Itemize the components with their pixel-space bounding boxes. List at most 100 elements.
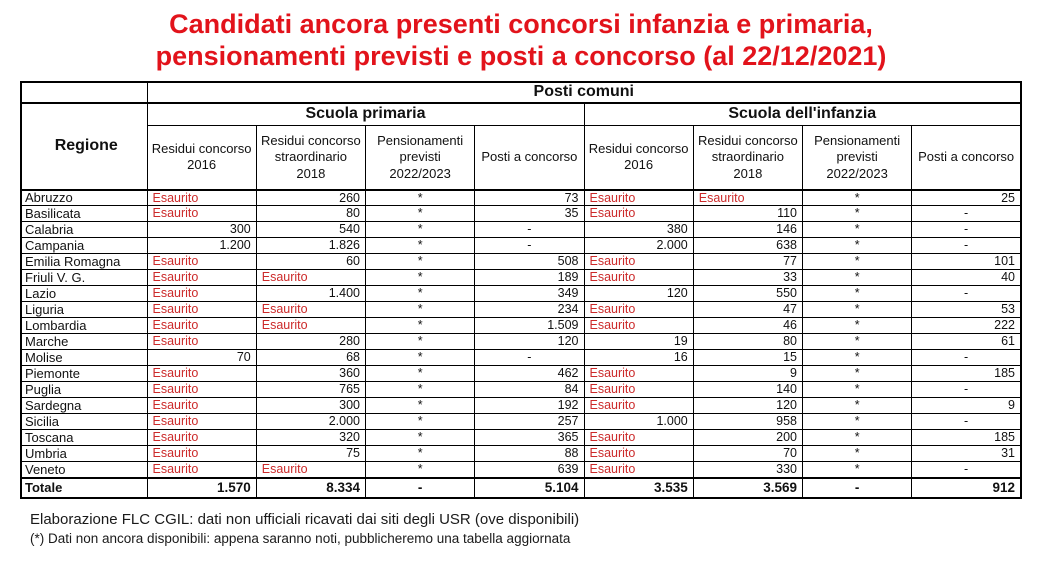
cell: 192	[474, 397, 585, 415]
cell: Esaurito	[146, 301, 257, 319]
table-body: Abruzzo Esaurito 260 * 73 Esaurito Esaurito * 25…	[20, 189, 1022, 479]
totale-cell: 3.569	[692, 476, 804, 499]
school-group-row: Regione Scuola primaria Scuola dell'infa…	[20, 102, 1022, 191]
empty-corner-cell	[20, 81, 148, 104]
cell: *	[801, 269, 913, 287]
region-cell: Piemonte	[20, 365, 148, 383]
cell: 1.200	[146, 237, 257, 255]
cell: Esaurito	[146, 445, 257, 463]
cell: -	[474, 221, 585, 239]
region-cell: Friuli V. G.	[20, 269, 148, 287]
cell: *	[801, 429, 913, 447]
cell: Esaurito	[255, 301, 367, 319]
region-cell: Sardegna	[20, 397, 148, 415]
scuola-infanzia-header: Scuola dell'infanzia	[583, 102, 1022, 127]
scuola-primaria-header: Scuola primaria	[146, 102, 585, 127]
cell: *	[364, 237, 476, 255]
region-cell: Umbria	[20, 445, 148, 463]
cell: Esaurito	[146, 189, 257, 207]
col-primaria-posti-a-concorso: Posti a concorso	[474, 125, 585, 191]
cell: Esaurito	[255, 461, 367, 479]
cell: 189	[474, 269, 585, 287]
cell: 70	[692, 445, 804, 463]
cell: 765	[255, 381, 367, 399]
totale-cell: 5.104	[474, 476, 585, 499]
cell: Esaurito	[583, 397, 694, 415]
region-cell: Abruzzo	[20, 189, 148, 207]
cell: *	[801, 317, 913, 335]
col-infanzia-residui-2016: Residui concorso 2016	[583, 125, 694, 191]
cell: 380	[583, 221, 694, 239]
region-cell: Lombardia	[20, 317, 148, 335]
table-row: Abruzzo Esaurito 260 * 73 Esaurito Esaurito * 25	[20, 189, 1022, 207]
region-cell: Molise	[20, 349, 148, 367]
cell: 84	[474, 381, 585, 399]
cell: Esaurito	[146, 461, 257, 479]
cell: 77	[692, 253, 804, 271]
cell: *	[364, 269, 476, 287]
table-row: Emilia Romagna Esaurito 60 * 508 Esaurito 77 * 1…	[20, 253, 1022, 271]
table-row: Veneto Esaurito Esaurito * 639 Esaurito 330 * -	[20, 461, 1022, 479]
cell: -	[911, 221, 1022, 239]
table-row: Puglia Esaurito 765 * 84 Esaurito 140 * -	[20, 381, 1022, 399]
cell: 1.509	[474, 317, 585, 335]
cell: 120	[474, 333, 585, 351]
cell: 958	[692, 413, 804, 431]
cell: 1.826	[255, 237, 367, 255]
cell: *	[801, 413, 913, 431]
cell: *	[364, 333, 476, 351]
cell: 638	[692, 237, 804, 255]
region-header: Regione	[20, 102, 148, 191]
totale-cell: 8.334	[255, 476, 367, 499]
cell: -	[911, 349, 1022, 367]
cell: 1.400	[255, 285, 367, 303]
cell: 2.000	[583, 237, 694, 255]
table-row: Sardegna Esaurito 300 * 192 Esaurito 120 * 9	[20, 397, 1022, 415]
cell: *	[801, 381, 913, 399]
region-cell: Liguria	[20, 301, 148, 319]
table-footer: Totale 1.570 8.334-5.104 3.535 3.569-912	[20, 476, 1022, 499]
title-line-2: pensionamenti previsti e posti a concors…	[155, 40, 887, 71]
cell: *	[801, 445, 913, 463]
cell: 280	[255, 333, 367, 351]
cell: 46	[692, 317, 804, 335]
cell: Esaurito	[583, 317, 694, 335]
cell: *	[364, 253, 476, 271]
cell: *	[364, 365, 476, 383]
cell: Esaurito	[146, 333, 257, 351]
cell: *	[364, 301, 476, 319]
cell: 120	[583, 285, 694, 303]
region-cell: Emilia Romagna	[20, 253, 148, 271]
cell: -	[911, 413, 1022, 431]
cell: -	[911, 461, 1022, 479]
cell: Esaurito	[583, 381, 694, 399]
region-cell: Campania	[20, 237, 148, 255]
cell: 222	[911, 317, 1022, 335]
region-cell: Basilicata	[20, 205, 148, 223]
cell: -	[911, 205, 1022, 223]
region-cell: Sicilia	[20, 413, 148, 431]
region-cell: Lazio	[20, 285, 148, 303]
cell: 146	[692, 221, 804, 239]
posti-comuni-header: Posti comuni	[146, 81, 1022, 104]
cell: *	[364, 349, 476, 367]
title-line-1: Candidati ancora presenti concorsi infan…	[169, 9, 873, 39]
cell: *	[801, 349, 913, 367]
cell: 300	[255, 397, 367, 415]
cell: Esaurito	[146, 413, 257, 431]
table-row: Molise 70 68 * -16 15 * -	[20, 349, 1022, 367]
region-cell: Calabria	[20, 221, 148, 239]
region-cell: Puglia	[20, 381, 148, 399]
col-infanzia-residui-2018: Residui concorso straordinario 2018	[692, 125, 804, 191]
table-row: Liguria Esaurito Esaurito * 234 Esaurito 47 * 53	[20, 301, 1022, 319]
cell: Esaurito	[146, 253, 257, 271]
cell: 365	[474, 429, 585, 447]
table-row: Calabria 300 540 * -380 146 * -	[20, 221, 1022, 239]
cell: 35	[474, 205, 585, 223]
cell: 260	[255, 189, 367, 207]
cell: 70	[146, 349, 257, 367]
col-infanzia-pensionamenti: Pensionamenti previsti 2022/2023	[801, 125, 913, 191]
totale-cell: 3.535	[583, 476, 694, 499]
cell: *	[801, 333, 913, 351]
